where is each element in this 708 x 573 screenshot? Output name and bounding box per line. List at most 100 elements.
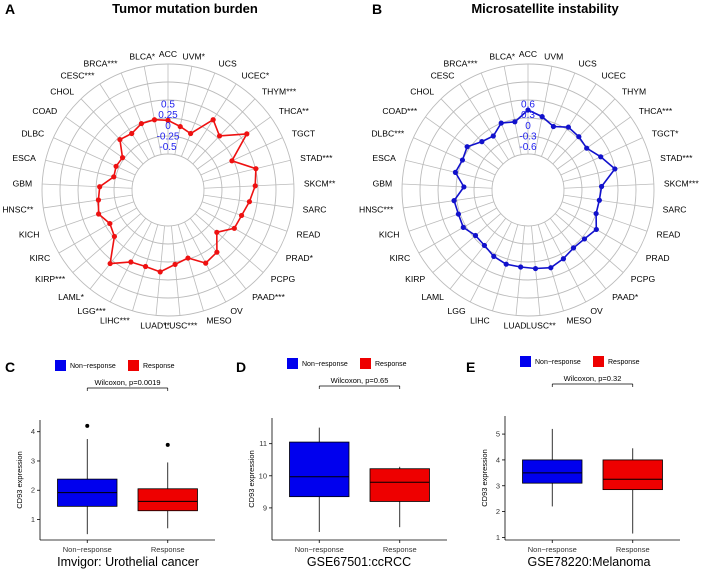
grid-spoke <box>72 213 142 273</box>
category-label: UVM* <box>183 51 206 61</box>
category-label: THCA*** <box>639 106 673 116</box>
grid-spoke <box>552 98 616 165</box>
category-label: PCPG <box>631 274 656 284</box>
x-tick-label: Response <box>151 545 185 554</box>
grid-spoke <box>402 183 493 189</box>
data-point <box>229 158 235 164</box>
data-point <box>214 249 220 255</box>
ring-label: 0 <box>165 121 171 132</box>
data-point <box>214 229 220 235</box>
category-label: COAD*** <box>382 106 418 116</box>
grid-ring <box>131 153 205 227</box>
data-point <box>490 133 496 139</box>
category-label: TGCT* <box>652 129 679 139</box>
data-point <box>596 197 602 203</box>
grid-spoke <box>561 201 648 232</box>
category-label: OV <box>590 306 603 316</box>
y-axis-label: CD93 expression <box>480 449 489 507</box>
grid-spoke <box>194 213 264 273</box>
data-point <box>560 256 567 262</box>
data-point <box>498 120 504 126</box>
category-label: LIHC*** <box>100 315 130 325</box>
data-point <box>119 155 126 161</box>
category-label: PAAD*** <box>252 292 285 302</box>
data-point <box>188 130 194 137</box>
ring-label: 0.6 <box>521 100 535 111</box>
category-label: MESO <box>206 315 232 325</box>
category-label: KICH <box>379 229 400 239</box>
category-label: KIRP <box>405 274 425 284</box>
grid-spoke <box>554 213 624 273</box>
legend-swatch-non-response <box>520 356 531 367</box>
category-label: PRAD* <box>286 253 314 263</box>
category-label: READ <box>657 229 681 239</box>
category-label: COAD <box>32 106 57 116</box>
grid-spoke <box>43 194 133 209</box>
y-tick-label: 2 <box>31 486 35 495</box>
data-point <box>107 220 113 227</box>
ring-label: 0 <box>525 121 531 132</box>
legend-label-non-response: Non−response <box>70 363 116 370</box>
category-label: LGG*** <box>77 306 106 316</box>
data-point <box>593 210 599 217</box>
grid-spoke <box>89 218 147 290</box>
category-label: STAD*** <box>660 153 693 163</box>
panel-letter-a: A <box>5 1 15 17</box>
category-label: HNSC** <box>2 204 34 214</box>
grid-spoke <box>203 183 294 189</box>
category-label: GBM <box>373 179 393 189</box>
category-label: LUAD <box>504 320 527 330</box>
grid-spoke <box>201 201 288 232</box>
y-tick-label: 4 <box>31 427 35 436</box>
grid-spoke <box>492 224 519 312</box>
grid-spoke <box>459 83 509 160</box>
grid-spoke <box>65 116 139 170</box>
category-label: UVM <box>544 51 563 61</box>
grid-spoke <box>405 159 494 182</box>
data-point <box>107 260 113 267</box>
data-point <box>479 139 485 145</box>
data-point <box>459 157 466 163</box>
grid-spoke <box>557 116 631 170</box>
category-label: BLCA* <box>489 51 515 61</box>
grid-spoke <box>541 72 576 157</box>
data-point <box>111 174 117 180</box>
category-label: UCEC <box>602 71 626 81</box>
data-point <box>464 144 470 150</box>
data-point <box>491 253 497 259</box>
category-label: BRCA*** <box>444 59 479 69</box>
box <box>137 488 198 512</box>
data-point <box>548 265 554 271</box>
grid-spoke <box>432 213 502 273</box>
category-label: THYM*** <box>262 87 297 97</box>
data-point <box>95 197 102 203</box>
box <box>369 468 430 502</box>
dataset-caption: GSE78220:Melanoma <box>528 555 651 569</box>
x-tick-label: Non−response <box>63 545 112 554</box>
category-label: KIRC <box>390 253 411 263</box>
boxplot-imvigor: Non−response Response 1 2 3 4 CD93 expression N… <box>15 360 215 569</box>
radar-title: Tumor mutation burden <box>112 1 258 16</box>
data-point <box>177 123 183 130</box>
data-point <box>570 245 577 251</box>
grid-spoke <box>408 201 495 232</box>
category-label: CHOL <box>410 87 434 97</box>
data-point <box>117 136 123 143</box>
category-label: STAD*** <box>300 153 333 163</box>
category-label: READ <box>297 229 321 239</box>
grid-spoke <box>418 207 498 254</box>
data-point <box>111 233 118 240</box>
grid-spoke <box>198 207 278 254</box>
data-point <box>231 225 237 231</box>
box <box>522 459 583 484</box>
data-point <box>165 117 171 123</box>
box <box>289 441 350 498</box>
grid-spoke <box>174 66 193 155</box>
category-label: OV <box>230 306 243 316</box>
grid-spoke <box>53 137 136 176</box>
legend-label-non-response: Non−response <box>535 359 581 366</box>
grid-spoke <box>171 225 181 316</box>
data-point <box>210 117 216 123</box>
data-point <box>203 260 209 266</box>
